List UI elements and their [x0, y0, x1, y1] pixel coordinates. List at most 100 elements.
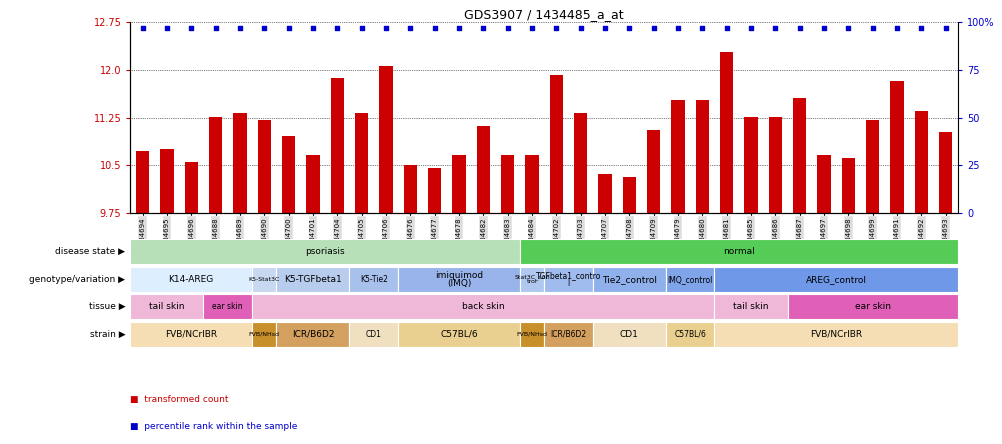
Bar: [592, 322, 665, 347]
Point: [378, 24, 394, 32]
Text: CD1: CD1: [366, 330, 382, 339]
Bar: [938, 132, 952, 213]
Bar: [543, 322, 592, 347]
Point: [499, 24, 515, 32]
Bar: [398, 322, 519, 347]
Bar: [665, 322, 713, 347]
Text: TGFbeta1_contro
l: TGFbeta1_contro l: [535, 271, 600, 288]
Bar: [203, 294, 252, 319]
Text: imiquimod
(IMQ): imiquimod (IMQ): [435, 271, 483, 288]
Bar: [670, 100, 684, 213]
Text: K5-Tie2: K5-Tie2: [360, 275, 388, 284]
Point: [207, 24, 223, 32]
Point: [693, 24, 709, 32]
Bar: [398, 267, 519, 292]
Point: [596, 24, 612, 32]
Text: psoriasis: psoriasis: [305, 247, 345, 256]
Text: ■  percentile rank within the sample: ■ percentile rank within the sample: [130, 422, 298, 431]
Bar: [252, 322, 277, 347]
Text: FVB/NHsd: FVB/NHsd: [516, 332, 547, 337]
Point: [281, 24, 297, 32]
Text: K5-Stat3C: K5-Stat3C: [248, 277, 280, 282]
Text: C57BL/6: C57BL/6: [673, 330, 705, 339]
Text: K14-AREG: K14-AREG: [168, 275, 213, 284]
Bar: [500, 155, 514, 213]
Point: [864, 24, 880, 32]
Text: C57BL/6: C57BL/6: [440, 330, 477, 339]
Bar: [252, 267, 277, 292]
Point: [256, 24, 272, 32]
Point: [620, 24, 636, 32]
Bar: [743, 117, 757, 213]
Bar: [914, 111, 927, 213]
Point: [742, 24, 759, 32]
Point: [475, 24, 491, 32]
Bar: [787, 294, 957, 319]
Text: back skin: back skin: [462, 302, 504, 311]
Point: [158, 24, 174, 32]
Bar: [713, 322, 957, 347]
Point: [523, 24, 539, 32]
Bar: [282, 136, 295, 213]
Bar: [252, 294, 713, 319]
Bar: [208, 117, 222, 213]
Bar: [713, 294, 787, 319]
Text: Stat3C_con
trol: Stat3C_con trol: [514, 274, 549, 284]
Point: [888, 24, 904, 32]
Point: [913, 24, 929, 32]
Point: [645, 24, 661, 32]
Point: [354, 24, 370, 32]
Bar: [233, 113, 246, 213]
Bar: [695, 100, 708, 213]
Text: strain ▶: strain ▶: [89, 330, 125, 339]
Text: ■  transformed count: ■ transformed count: [130, 395, 228, 404]
Text: K5-TGFbeta1: K5-TGFbeta1: [284, 275, 342, 284]
Text: FVB/NHsd: FVB/NHsd: [248, 332, 280, 337]
Bar: [130, 294, 203, 319]
Bar: [573, 113, 587, 213]
Bar: [841, 158, 854, 213]
Bar: [519, 239, 957, 264]
Text: FVB/NCrIBR: FVB/NCrIBR: [165, 330, 217, 339]
Bar: [793, 98, 806, 213]
Text: genotype/variation ▶: genotype/variation ▶: [29, 275, 125, 284]
Bar: [890, 81, 903, 213]
Point: [791, 24, 807, 32]
Bar: [258, 119, 271, 213]
Text: ICR/B6D2: ICR/B6D2: [550, 330, 586, 339]
Bar: [622, 177, 635, 213]
Point: [134, 24, 150, 32]
Bar: [331, 78, 344, 213]
Point: [426, 24, 442, 32]
Bar: [476, 126, 490, 213]
Point: [548, 24, 564, 32]
Point: [183, 24, 199, 32]
Bar: [306, 155, 320, 213]
Bar: [452, 155, 465, 213]
Text: ear skin: ear skin: [854, 302, 890, 311]
Bar: [130, 239, 519, 264]
Bar: [519, 267, 543, 292]
Bar: [135, 151, 149, 213]
Point: [717, 24, 733, 32]
Point: [767, 24, 783, 32]
Text: tail skin: tail skin: [149, 302, 184, 311]
Bar: [519, 322, 543, 347]
Point: [669, 24, 685, 32]
Bar: [379, 66, 392, 213]
Text: ICR/B6D2: ICR/B6D2: [292, 330, 334, 339]
Text: CD1: CD1: [619, 330, 638, 339]
Bar: [428, 168, 441, 213]
Bar: [719, 52, 732, 213]
Text: Tie2_control: Tie2_control: [601, 275, 656, 284]
Bar: [277, 267, 349, 292]
Bar: [160, 149, 173, 213]
Text: AREG_control: AREG_control: [805, 275, 866, 284]
Bar: [592, 267, 665, 292]
Bar: [713, 267, 957, 292]
Point: [231, 24, 247, 32]
Point: [937, 24, 953, 32]
Bar: [525, 155, 538, 213]
Bar: [355, 113, 368, 213]
Bar: [184, 162, 197, 213]
